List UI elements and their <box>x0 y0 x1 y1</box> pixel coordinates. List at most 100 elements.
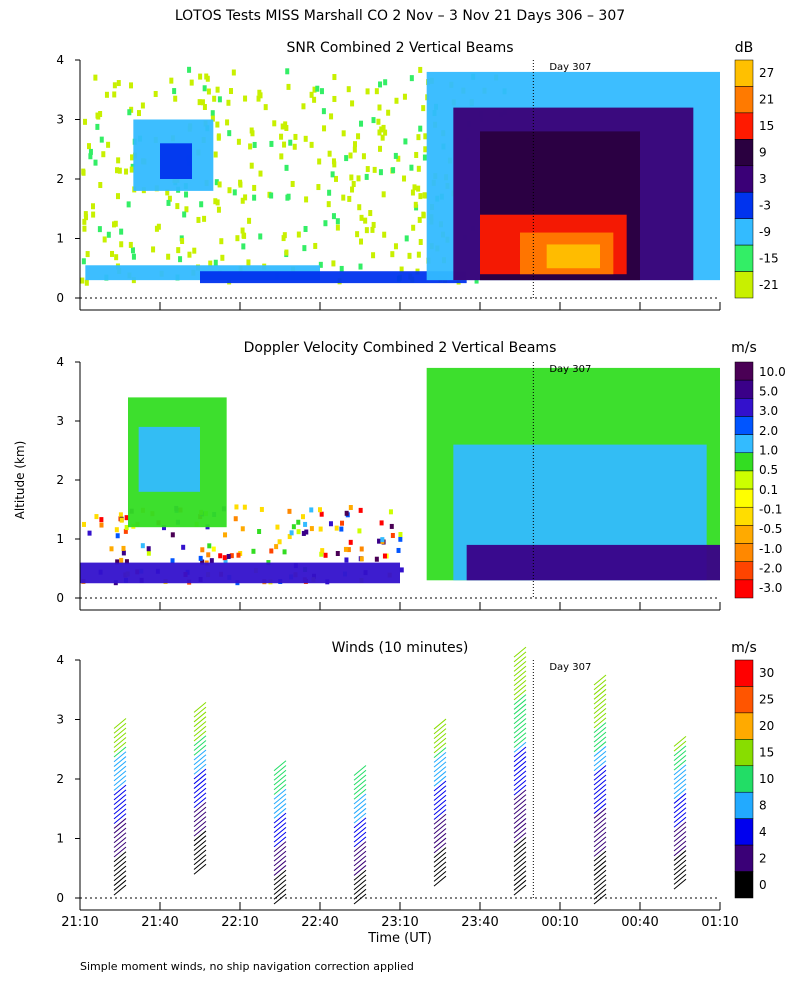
wind-barb <box>113 841 127 853</box>
wind-barb <box>593 826 607 838</box>
snr-speckle <box>418 238 423 245</box>
snr-speckle <box>227 130 232 137</box>
wind-barb <box>513 775 527 786</box>
wind-barb <box>673 774 687 785</box>
velocity-speckle <box>233 516 238 522</box>
snr-speckle <box>322 125 327 132</box>
wind-barb <box>193 702 207 713</box>
snr-speckle <box>86 143 91 150</box>
snr-colorbar-swatch <box>734 165 754 193</box>
wind-barb <box>193 840 207 851</box>
wind-barb <box>513 837 527 848</box>
y-tick-label: 2 <box>56 772 64 786</box>
y-axis-label: Altitude (km) <box>13 441 27 520</box>
snr-speckle <box>286 83 291 90</box>
snr-speckle <box>290 180 295 187</box>
snr-speckle <box>240 227 245 234</box>
velocity-speckle <box>340 520 345 526</box>
snr-speckle <box>378 81 383 88</box>
wind-barb <box>433 813 447 825</box>
wind-barb <box>593 807 607 819</box>
snr-speckle <box>166 199 171 206</box>
velocity-colorbar-swatch <box>734 579 754 599</box>
wind-barb <box>433 756 447 768</box>
snr-colorbar-label: 15 <box>759 119 774 133</box>
snr-speckle <box>246 259 251 266</box>
x-tick-label: 21:10 <box>61 915 98 930</box>
wind-barb <box>593 727 607 738</box>
wind-barb <box>113 822 127 834</box>
wind-barb <box>113 837 127 848</box>
wind-barb <box>513 799 527 810</box>
snr-speckle <box>128 241 133 248</box>
wind-barb <box>433 818 447 830</box>
snr-speckle <box>474 277 479 284</box>
wind-barb <box>193 863 207 875</box>
snr-speckle <box>215 121 220 128</box>
wind-barb <box>593 760 607 772</box>
wind-barb <box>273 893 287 905</box>
snr-speckle <box>371 117 376 124</box>
snr-speckle <box>279 133 284 140</box>
snr-speckle <box>232 189 237 196</box>
panel-title-velocity: Doppler Velocity Combined 2 Vertical Bea… <box>244 340 557 356</box>
snr-speckle <box>396 155 401 162</box>
wind-barb <box>273 788 287 800</box>
snr-speckle <box>258 170 263 177</box>
wind-barb <box>433 804 447 816</box>
snr-speckle <box>365 88 370 95</box>
wind-barb <box>193 816 207 828</box>
snr-speckle <box>350 100 355 107</box>
velocity-speckle <box>124 559 129 565</box>
velocity-speckle <box>282 549 287 555</box>
wind-barb <box>273 807 287 819</box>
wind-barb <box>673 754 687 766</box>
snr-speckle <box>93 159 98 166</box>
snr-speckle <box>212 95 217 102</box>
snr-speckle <box>418 125 423 132</box>
velocity-speckle <box>274 544 279 550</box>
wind-barb <box>513 865 527 877</box>
wind-barb <box>673 750 687 761</box>
y-tick-label: 4 <box>56 355 64 369</box>
snr-speckle <box>363 217 368 224</box>
snr-speckle <box>361 153 366 160</box>
wind-barb <box>353 865 367 876</box>
wind-barb <box>433 790 447 801</box>
snr-speckle <box>243 95 248 102</box>
velocity-colorbar-swatch <box>734 398 754 417</box>
velocity-speckle <box>344 557 349 563</box>
velocity-speckle <box>374 556 379 562</box>
wind-barb <box>353 803 367 814</box>
wind-barb <box>593 684 607 695</box>
wind-barb <box>273 846 287 857</box>
velocity-speckle <box>277 539 282 545</box>
wind-barb <box>353 893 367 905</box>
wind-barb <box>513 722 527 734</box>
wind-barb <box>193 773 207 785</box>
wind-barb <box>673 859 687 871</box>
wind-barb <box>353 817 367 829</box>
snr-colorbar-label: 27 <box>759 66 774 80</box>
wind-barb <box>593 779 607 791</box>
velocity-speckle <box>115 559 120 565</box>
wind-barb <box>593 803 607 814</box>
snr-speckle <box>184 206 189 213</box>
snr-speckle <box>302 245 307 252</box>
velocity-speckle <box>94 514 99 520</box>
wind-barb <box>353 765 367 776</box>
velocity-speckle <box>319 511 324 517</box>
wind-barb <box>353 798 367 810</box>
snr-speckle <box>115 193 120 200</box>
velocity-speckle <box>344 510 349 516</box>
heatmap-region <box>200 271 467 284</box>
wind-barb <box>673 854 687 866</box>
velocity-speckle <box>234 504 239 510</box>
snr-speckle <box>348 152 353 159</box>
velocity-colorbar-label: 3.0 <box>759 404 778 418</box>
velocity-speckle <box>218 553 223 559</box>
wind-barb <box>193 821 207 832</box>
snr-speckle <box>165 189 170 196</box>
snr-speckle <box>196 216 201 223</box>
wind-barb <box>593 717 607 729</box>
